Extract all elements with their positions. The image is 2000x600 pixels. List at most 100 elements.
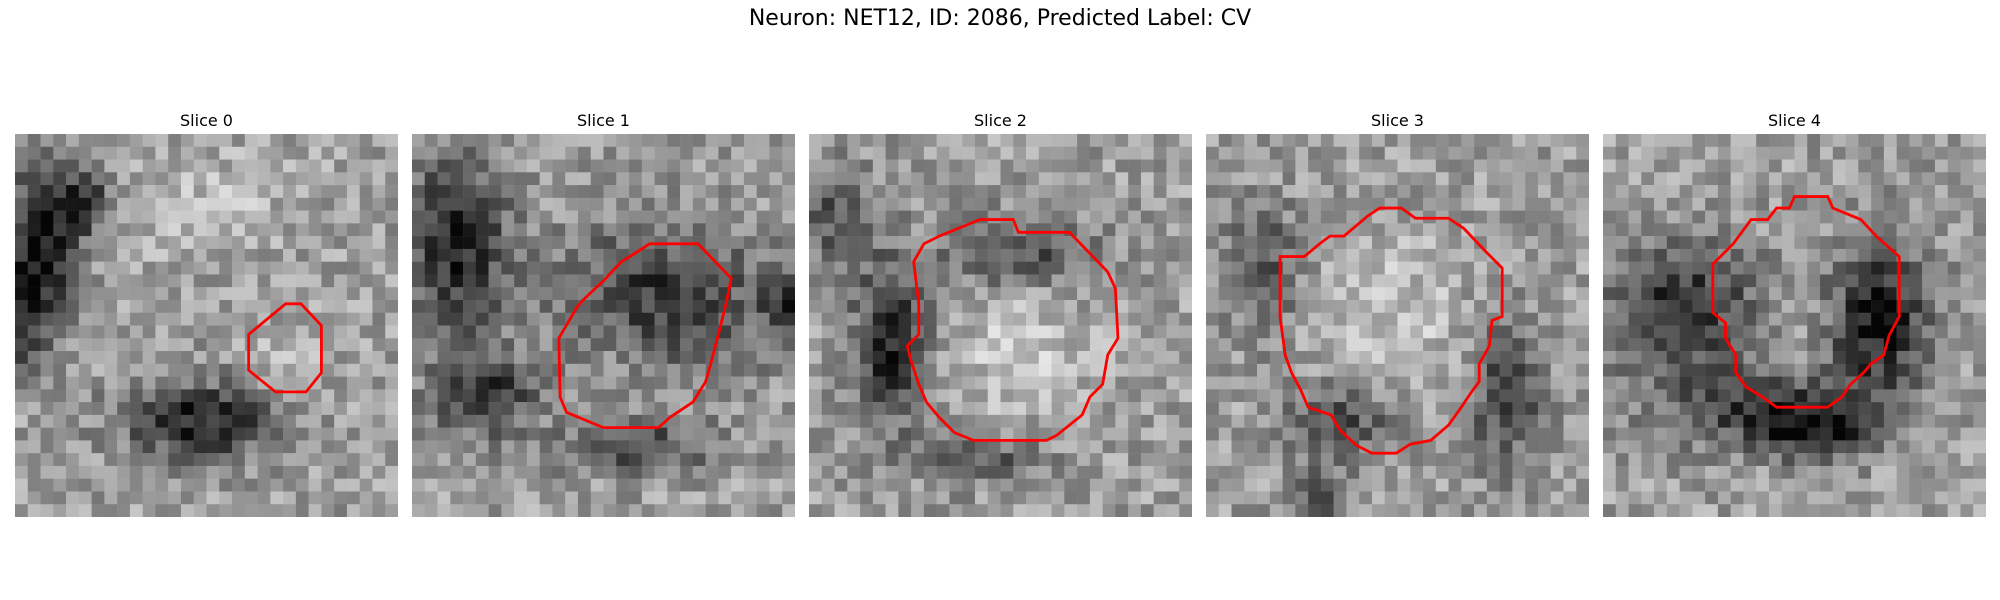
pixel (501, 248, 515, 262)
pixel (1960, 146, 1974, 160)
pixel (424, 223, 438, 237)
pixel (821, 312, 835, 326)
pixel (1525, 427, 1539, 441)
pixel (1231, 299, 1245, 313)
pixel (1359, 248, 1373, 262)
pixel (142, 478, 156, 492)
pixel (1077, 440, 1091, 454)
pixel (372, 248, 386, 262)
pixel (346, 197, 360, 211)
pixel (718, 236, 732, 250)
pixel (1934, 325, 1948, 339)
pixel (142, 504, 156, 517)
pixel (1845, 427, 1859, 441)
pixel (1282, 172, 1296, 186)
pixel (283, 248, 297, 262)
pixel (1244, 351, 1258, 365)
pixel (641, 312, 655, 326)
pixel (1206, 389, 1220, 403)
pixel (1435, 402, 1449, 416)
pixel (1166, 338, 1180, 352)
pixel (53, 210, 67, 224)
pixel (1717, 440, 1731, 454)
pixel (1692, 146, 1706, 160)
pixel (974, 440, 988, 454)
pixel (1512, 440, 1526, 454)
pixel (346, 351, 360, 365)
pixel (1295, 197, 1309, 211)
pixel (718, 146, 732, 160)
pixel (514, 185, 528, 199)
pixel (1576, 338, 1589, 352)
pixel (1756, 478, 1770, 492)
pixel (1128, 197, 1142, 211)
pixel (475, 287, 489, 301)
pixel (1615, 299, 1629, 313)
pixel (692, 146, 706, 160)
pixel (1448, 478, 1462, 492)
pixel (809, 236, 823, 250)
pixel (1102, 287, 1116, 301)
pixel (1026, 248, 1040, 262)
pixel (1512, 363, 1526, 377)
pixel (257, 363, 271, 377)
pixel (911, 223, 925, 237)
pixel (539, 236, 553, 250)
pixel (526, 465, 540, 479)
pixel (219, 287, 233, 301)
pixel (705, 465, 719, 479)
pixel (334, 325, 348, 339)
pixel (1128, 134, 1142, 148)
pixel (552, 312, 566, 326)
pixel (232, 478, 246, 492)
pixel (1820, 351, 1834, 365)
pixel (539, 185, 553, 199)
pixel (1231, 210, 1245, 224)
pixel (1269, 223, 1283, 237)
pixel (1410, 402, 1424, 416)
pixel (1832, 223, 1846, 237)
pixel (1077, 338, 1091, 352)
pixel (1064, 197, 1078, 211)
pixel (629, 338, 643, 352)
pixel (53, 389, 67, 403)
pixel (1153, 338, 1167, 352)
pixel (295, 210, 309, 224)
pixel (1947, 312, 1961, 326)
pixel (962, 197, 976, 211)
pixel (1537, 491, 1551, 505)
pixel (1563, 402, 1577, 416)
pixel (78, 351, 92, 365)
pixel (437, 312, 451, 326)
pixel (232, 312, 246, 326)
pixel (1269, 504, 1283, 517)
pixel (834, 440, 848, 454)
pixel (1756, 185, 1770, 199)
pixel (1576, 185, 1589, 199)
pixel (1628, 491, 1642, 505)
pixel (104, 248, 118, 262)
pixel (539, 414, 553, 428)
pixel (437, 351, 451, 365)
pixel (756, 299, 770, 313)
pixel (117, 274, 131, 288)
pixel (1922, 325, 1936, 339)
pixel (923, 197, 937, 211)
pixel (821, 210, 835, 224)
pixel (244, 185, 258, 199)
pixel (1794, 248, 1808, 262)
pixel (1140, 274, 1154, 288)
pixel (1692, 427, 1706, 441)
pixel (1423, 287, 1437, 301)
pixel (53, 351, 67, 365)
pixel (809, 223, 823, 237)
pixel (1461, 478, 1475, 492)
pixel (142, 134, 156, 148)
pixel (385, 172, 398, 186)
pixel (1794, 465, 1808, 479)
pixel (692, 197, 706, 211)
pixel (244, 312, 258, 326)
pixel (1525, 261, 1539, 275)
pixel (1576, 248, 1589, 262)
pixel (1666, 210, 1680, 224)
